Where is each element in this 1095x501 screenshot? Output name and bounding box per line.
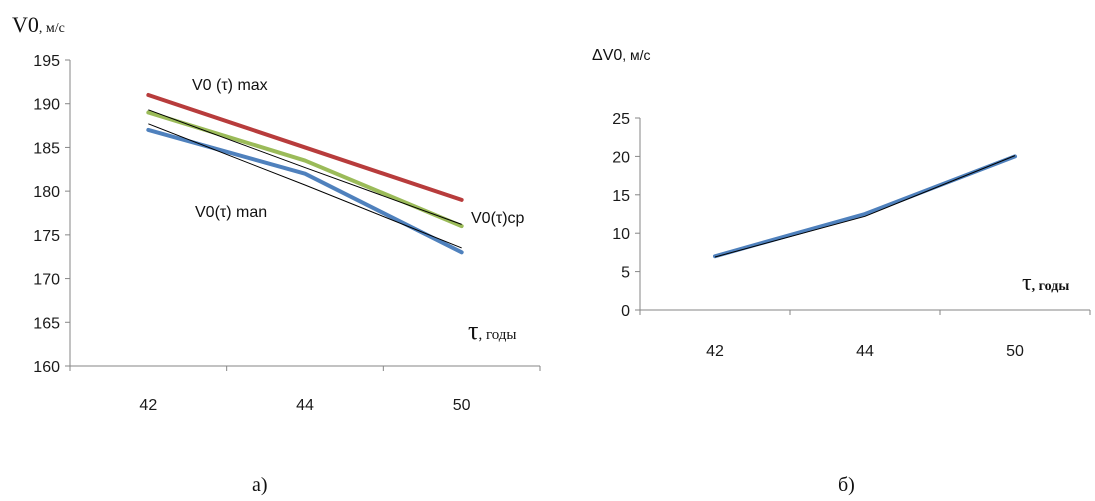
chart-a-trendline-0 xyxy=(148,109,462,225)
chart-b-series-line-0 xyxy=(713,154,1017,259)
chart-a-series-label-0: V0 (τ) max xyxy=(192,77,268,94)
chart-a-y-tick-label: 190 xyxy=(33,97,60,114)
chart-a-x-tick-label: 42 xyxy=(139,397,157,414)
chart-b-y-axis-label: ΔV0, м/с xyxy=(592,47,651,64)
chart-b-caption: б) xyxy=(838,474,855,496)
chart-a-y-tick-label: 160 xyxy=(33,359,60,376)
chart-b-trendline-0 xyxy=(714,155,1016,258)
chart-b-x-axis-label: τ, годы xyxy=(1022,270,1069,296)
chart-b-y-tick-label: 10 xyxy=(612,226,630,243)
chart-a-series-line-1 xyxy=(146,110,464,229)
chart-a-y-tick-label: 165 xyxy=(33,315,60,332)
chart-b-y-tick-label: 20 xyxy=(612,149,630,166)
chart-a-y-tick-label: 175 xyxy=(33,228,60,245)
chart-a: V0, м/с τ, годы а) 160 165 170 175 180 185 190… xyxy=(12,12,541,496)
chart-a-y-tick-label: 195 xyxy=(33,53,60,70)
chart-a-series-line-0 xyxy=(146,92,464,202)
chart-a-x-tick-label: 50 xyxy=(453,397,471,414)
chart-a-y-tick-label: 180 xyxy=(33,184,60,201)
chart-a-y-tick-label: 170 xyxy=(33,272,60,289)
chart-b-y-tick-label: 0 xyxy=(621,303,630,320)
chart-a-caption: а) xyxy=(252,474,268,496)
chart-a-trendline-1 xyxy=(148,123,462,249)
chart-a-y-axis-label: V0, м/с xyxy=(12,12,65,37)
chart-b-x-tick-label: 44 xyxy=(856,343,874,360)
chart-a-y-tick-label: 185 xyxy=(33,140,60,157)
chart-b-y-tick-label: 25 xyxy=(612,111,630,128)
chart-a-series-label-2: V0(τ) man xyxy=(195,204,267,221)
chart-b-x-tick-label: 50 xyxy=(1006,343,1024,360)
chart-b: ΔV0, м/с τ, годы б) 0 5 10 15 20 25 42 44 50 xyxy=(592,47,1091,496)
chart-a-x-axis-label: τ, годы xyxy=(468,316,517,345)
chart-b-x-tick-label: 42 xyxy=(706,343,724,360)
chart-b-y-tick-label: 5 xyxy=(621,265,630,282)
chart-a-x-tick-label: 44 xyxy=(296,397,314,414)
chart-b-y-tick-label: 15 xyxy=(612,188,630,205)
chart-a-series-label-1: V0(τ)cp xyxy=(471,210,525,227)
